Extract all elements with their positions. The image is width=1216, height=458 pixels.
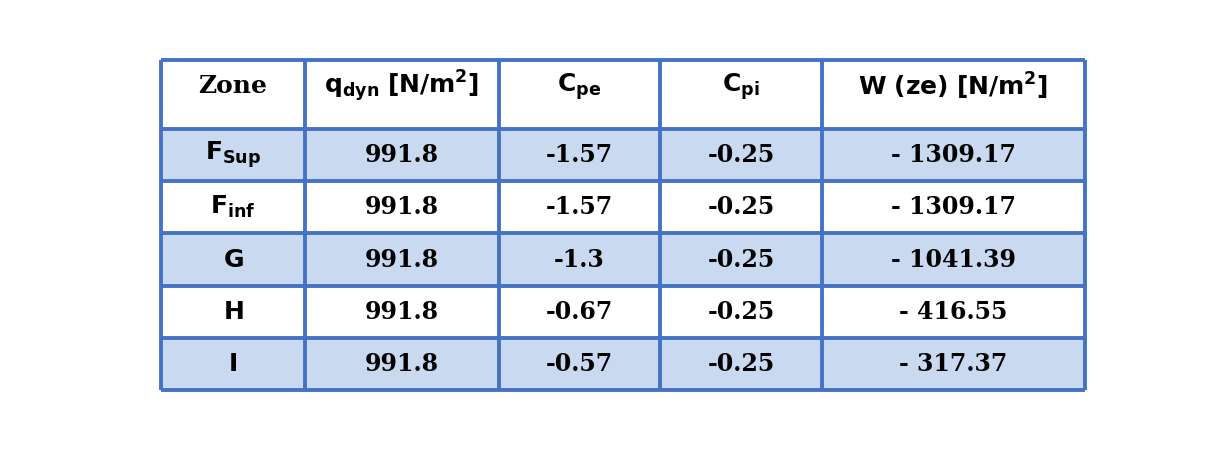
Text: -1.57: -1.57 [546, 143, 613, 167]
Text: 991.8: 991.8 [365, 300, 439, 324]
Bar [162, 129, 1085, 181]
Text: -0.57: -0.57 [546, 352, 613, 376]
Text: $\mathbf{C_{pi}}$: $\mathbf{C_{pi}}$ [722, 71, 760, 102]
Text: Zone: Zone [198, 74, 268, 98]
Text: $\mathbf{C_{pe}}$: $\mathbf{C_{pe}}$ [557, 71, 602, 102]
Text: -0.25: -0.25 [708, 247, 775, 272]
Text: -0.67: -0.67 [546, 300, 613, 324]
Text: -0.25: -0.25 [708, 195, 775, 219]
Text: $\mathbf{q_{dyn}}$ $\mathbf{[N/m^2]}$: $\mathbf{q_{dyn}}$ $\mathbf{[N/m^2]}$ [323, 68, 479, 104]
Text: -0.25: -0.25 [708, 143, 775, 167]
Bar [162, 60, 1085, 129]
Bar [162, 286, 1085, 338]
Text: -1.3: -1.3 [554, 247, 604, 272]
Text: $\mathbf{F_{inf}}$: $\mathbf{F_{inf}}$ [210, 194, 255, 220]
Text: - 317.37: - 317.37 [899, 352, 1008, 376]
Text: - 416.55: - 416.55 [899, 300, 1008, 324]
Text: $\mathbf{I}$: $\mathbf{I}$ [229, 352, 237, 376]
Text: 991.8: 991.8 [365, 195, 439, 219]
Text: -1.57: -1.57 [546, 195, 613, 219]
Text: - 1309.17: - 1309.17 [891, 195, 1015, 219]
Text: - 1309.17: - 1309.17 [891, 143, 1015, 167]
Text: $\mathbf{H}$: $\mathbf{H}$ [223, 300, 243, 324]
Text: 991.8: 991.8 [365, 352, 439, 376]
Text: -0.25: -0.25 [708, 300, 775, 324]
Text: $\mathbf{F_{Sup}}$: $\mathbf{F_{Sup}}$ [206, 140, 261, 170]
Bar [162, 338, 1085, 390]
Bar [162, 181, 1085, 234]
Bar [162, 234, 1085, 286]
Text: 991.8: 991.8 [365, 247, 439, 272]
Text: -0.25: -0.25 [708, 352, 775, 376]
Text: - 1041.39: - 1041.39 [891, 247, 1015, 272]
Text: 991.8: 991.8 [365, 143, 439, 167]
Text: $\mathbf{W\ (ze)\ [N/m^2]}$: $\mathbf{W\ (ze)\ [N/m^2]}$ [858, 71, 1048, 102]
Text: $\mathbf{G}$: $\mathbf{G}$ [223, 247, 243, 272]
